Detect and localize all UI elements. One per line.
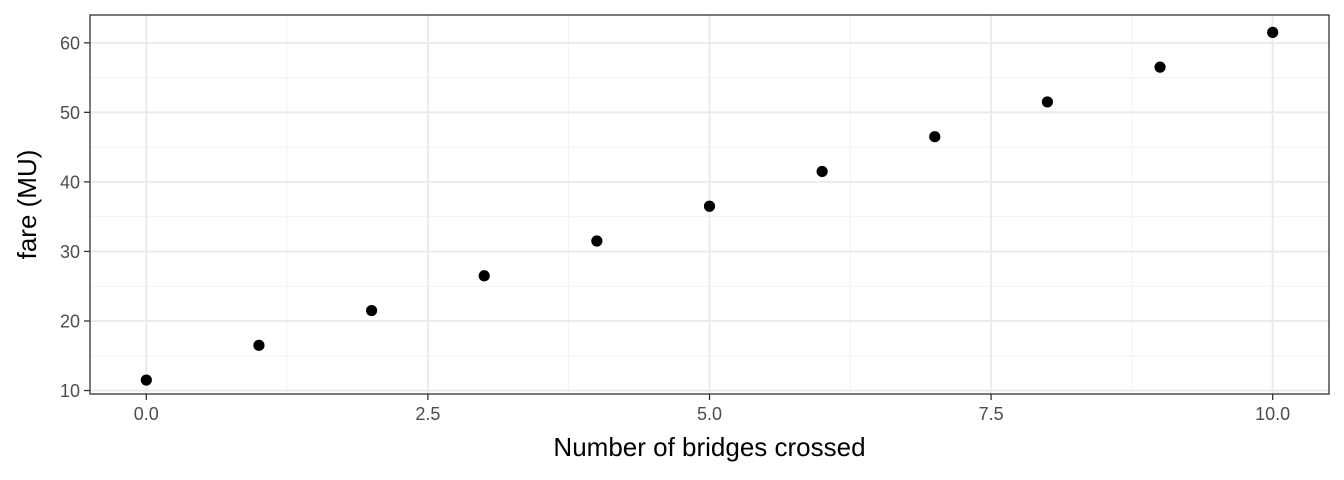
x-tick-label: 0.0 [134, 404, 159, 424]
data-point [253, 339, 265, 351]
x-tick-label: 5.0 [697, 404, 722, 424]
x-tick-label: 10.0 [1255, 404, 1290, 424]
y-tick-label: 50 [60, 103, 80, 123]
x-axis: 0.0 2.5 5.0 7.5 10.0 [134, 394, 1290, 424]
x-axis-title: Number of bridges crossed [553, 432, 865, 462]
data-point [1041, 96, 1054, 108]
y-tick-label: 60 [60, 33, 80, 53]
y-tick-label: 20 [60, 311, 80, 331]
x-tick-label: 7.5 [979, 404, 1004, 424]
data-point [1154, 61, 1166, 73]
y-tick-label: 40 [60, 172, 80, 192]
data-point [365, 304, 378, 317]
x-tick-label: 2.5 [415, 404, 440, 424]
data-point [140, 374, 152, 386]
y-tick-label: 30 [60, 242, 80, 262]
y-tick-label: 10 [60, 381, 80, 401]
data-point [478, 270, 490, 282]
data-point [816, 165, 828, 178]
data-point [703, 200, 716, 212]
major-gridlines [90, 15, 1329, 394]
data-point [929, 131, 941, 143]
y-axis-title: fare (MU) [12, 150, 42, 260]
data-points [140, 26, 1279, 386]
data-point [591, 235, 603, 247]
data-point [1267, 26, 1279, 38]
y-axis: 10 20 30 40 50 60 [60, 33, 90, 401]
